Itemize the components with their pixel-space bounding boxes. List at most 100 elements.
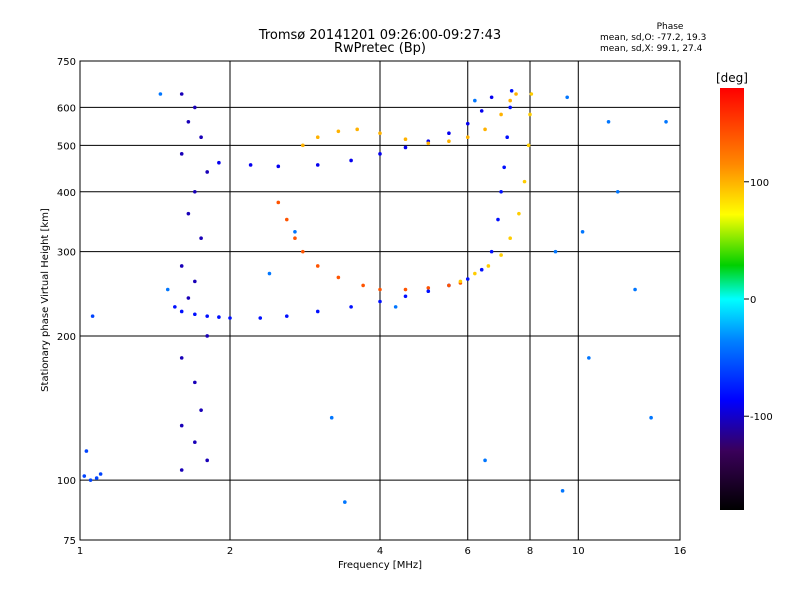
data-point — [517, 211, 521, 216]
y-tick-label: 300 — [57, 248, 76, 259]
data-point — [458, 279, 463, 284]
data-point — [205, 314, 209, 318]
data-point — [217, 160, 221, 165]
data-point — [483, 127, 487, 132]
data-point — [403, 137, 408, 141]
y-tick-label: 75 — [63, 536, 76, 547]
data-point — [649, 415, 653, 420]
data-point — [553, 249, 558, 254]
data-point — [508, 236, 512, 240]
data-point — [301, 249, 305, 254]
data-point — [355, 127, 359, 132]
phase-stats-o: mean, sd,O: -77.2, 19.3 — [600, 33, 707, 43]
data-point — [205, 458, 209, 463]
data-point — [179, 92, 184, 96]
colorbar-ticks: 100 0 -100 — [744, 178, 773, 423]
data-point — [403, 145, 408, 150]
data-point — [94, 476, 99, 480]
data-point — [580, 229, 585, 234]
data-point — [378, 131, 382, 136]
grid — [80, 61, 680, 540]
data-point — [465, 121, 470, 126]
chart-subtitle: RwPretec (Bp) — [333, 41, 427, 56]
data-point — [489, 249, 494, 254]
colorbar-tick-label: -100 — [750, 412, 773, 423]
data-point — [336, 129, 341, 134]
data-point — [301, 143, 305, 148]
data-point — [465, 277, 470, 281]
data-point — [284, 217, 289, 222]
data-point — [343, 500, 347, 504]
data-point — [526, 143, 531, 148]
plot-frame — [79, 60, 681, 541]
data-point — [426, 141, 431, 146]
chart-title: Tromsø 20141201 09:26:00-09:27:43 — [258, 28, 502, 43]
data-point — [489, 95, 494, 100]
data-point — [499, 253, 503, 257]
data-point — [522, 179, 527, 184]
data-point — [378, 299, 382, 304]
data-point — [293, 229, 297, 234]
data-point — [199, 135, 203, 139]
data-point — [473, 271, 477, 276]
data-point — [199, 236, 203, 240]
x-tick-label: 16 — [674, 546, 687, 557]
data-point — [336, 275, 341, 280]
data-point — [158, 92, 163, 96]
data-point — [276, 200, 281, 205]
data-point — [509, 88, 514, 93]
data-point — [447, 139, 451, 144]
data-point — [248, 163, 253, 167]
x-tick-label: 8 — [527, 546, 533, 557]
data-point — [228, 316, 232, 320]
data-point — [378, 152, 382, 156]
data-point — [193, 440, 197, 445]
data-point — [479, 267, 484, 272]
data-point — [496, 217, 500, 222]
data-point — [508, 98, 512, 103]
data-point — [426, 286, 431, 290]
data-point — [502, 165, 506, 170]
data-point — [426, 289, 431, 294]
phase-stats-title: Phase — [656, 22, 684, 32]
phase-stats: Phase mean, sd,O: -77.2, 19.3 mean, sd,X… — [600, 22, 740, 55]
data-point — [664, 119, 668, 124]
data-point — [560, 489, 565, 493]
x-tick-label: 4 — [377, 546, 383, 557]
y-tick-label: 400 — [57, 188, 76, 199]
data-point — [179, 264, 184, 268]
data-point — [465, 135, 470, 139]
y-axis-label: Stationary phase Virtual Height [km] — [40, 208, 51, 392]
data-point — [315, 135, 320, 139]
data-point — [499, 112, 503, 117]
data-point — [378, 287, 382, 292]
data-point — [606, 119, 611, 124]
data-point — [587, 356, 591, 360]
x-tick-label: 10 — [572, 546, 585, 557]
data-point — [615, 189, 620, 194]
data-point — [361, 283, 365, 288]
y-tick-label: 100 — [57, 476, 76, 487]
data-point — [84, 449, 89, 453]
data-point — [217, 315, 221, 319]
data-point — [186, 296, 191, 300]
data-point — [349, 158, 353, 163]
data-point — [349, 305, 353, 309]
colorbar-tick-label: 100 — [750, 178, 769, 189]
data-point — [315, 309, 320, 314]
data-point — [529, 92, 534, 96]
phase-stats-x: mean, sd,X: 99.1, 27.4 — [600, 44, 703, 54]
x-tick-label: 6 — [465, 546, 471, 557]
data-point — [98, 472, 103, 476]
data-point — [486, 264, 491, 268]
data-point — [193, 380, 197, 385]
y-tick-label: 600 — [57, 103, 76, 114]
data-point — [483, 458, 487, 463]
data-point — [514, 92, 518, 96]
y-axis: 75 100 200 300 400 500 600 750 — [57, 57, 76, 547]
data-point — [82, 474, 87, 478]
data-point — [508, 105, 512, 110]
data-point — [193, 105, 197, 110]
data-point — [193, 279, 197, 284]
